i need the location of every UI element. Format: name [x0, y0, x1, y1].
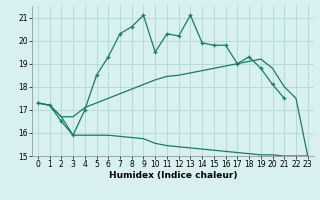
X-axis label: Humidex (Indice chaleur): Humidex (Indice chaleur): [108, 171, 237, 180]
